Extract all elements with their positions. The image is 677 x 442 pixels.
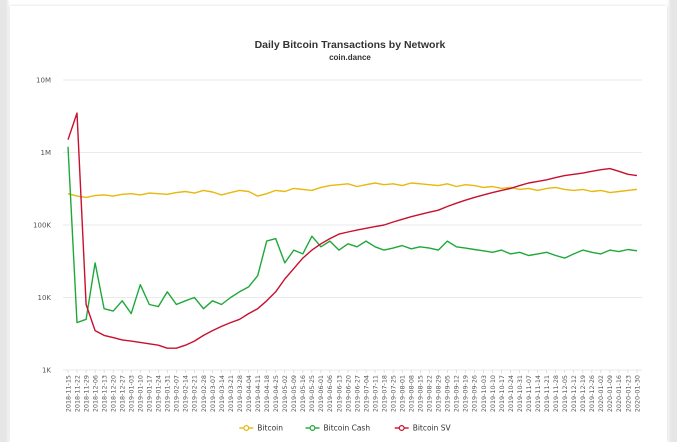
x-tick-label: 2019-03-14 <box>218 375 226 412</box>
x-tick-label: 2019-03-07 <box>209 375 217 412</box>
x-tick-label: 2019-05-25 <box>308 375 316 412</box>
y-tick-label: 10K <box>38 294 52 302</box>
x-tick-label: 2019-06-06 <box>326 375 334 412</box>
x-tick-label: 2019-11-14 <box>534 375 542 412</box>
series-layer <box>67 112 638 349</box>
x-tick-label: 2019-10-17 <box>498 375 506 412</box>
x-tick-label: 2018-11-29 <box>82 375 90 412</box>
x-tick-label: 2019-05-02 <box>281 375 289 412</box>
x-tick-label: 2019-09-05 <box>444 375 452 412</box>
x-tick-label: 2019-02-07 <box>173 375 181 412</box>
x-tick-label: 2018-11-15 <box>64 375 72 412</box>
x-tick-label: 2019-12-05 <box>561 375 569 412</box>
x-tick-label: 2020-01-02 <box>597 375 605 412</box>
x-tick-label: 2019-03-21 <box>227 375 235 412</box>
x-tick-label: 2019-12-26 <box>588 375 596 412</box>
x-tick-label: 2019-08-01 <box>398 375 406 412</box>
chart-title: Daily Bitcoin Transactions by Network <box>255 39 446 51</box>
x-tick-label: 2019-04-11 <box>254 375 262 412</box>
x-tick-label: 2019-12-12 <box>570 375 578 412</box>
x-tick-label: 2019-01-31 <box>164 375 172 412</box>
legend-label-bitcoin[interactable]: Bitcoin <box>257 424 283 433</box>
legend-marker-bitcoin-cash <box>309 425 316 432</box>
x-tick-label: 2019-09-12 <box>453 375 461 412</box>
x-tick-label: 2019-07-18 <box>380 375 388 412</box>
x-tick-label: 2018-11-22 <box>73 375 81 412</box>
x-tick-label: 2019-03-28 <box>236 375 244 412</box>
y-tick-labels: 1K 10K 100K 1M 10M <box>33 77 51 375</box>
y-gridlines <box>63 79 642 371</box>
x-tick-label: 2019-02-21 <box>191 375 199 412</box>
x-tick-label: 2019-06-13 <box>335 375 343 412</box>
legend: Bitcoin Bitcoin Cash Bitcoin SV <box>239 424 452 433</box>
x-tick-label: 2019-09-26 <box>471 375 479 412</box>
legend-label-bitcoin-sv[interactable]: Bitcoin SV <box>413 424 452 433</box>
y-tick-label: 1M <box>41 149 52 157</box>
x-tick-label: 2018-12-13 <box>100 375 108 412</box>
chart: Daily Bitcoin Transactions by Network co… <box>33 39 642 433</box>
x-tick-label: 2019-08-15 <box>417 375 425 412</box>
x-tick-label: 2019-02-14 <box>182 375 190 412</box>
x-tick-label: 2019-05-16 <box>299 375 307 412</box>
x-tick-label: 2020-01-16 <box>615 375 623 412</box>
x-tick-label: 2019-07-11 <box>371 375 379 412</box>
x-tick-label: 2019-07-25 <box>389 375 397 412</box>
x-tick-label: 2019-10-24 <box>507 375 515 412</box>
x-tick-label: 2019-06-20 <box>344 375 352 412</box>
x-tick-label: 2019-04-18 <box>263 375 271 412</box>
y-tick-label: 10M <box>36 77 51 85</box>
x-tick-label: 2020-01-23 <box>624 375 632 412</box>
legend-marker-bitcoin-sv <box>398 425 405 432</box>
x-tick-label: 2019-01-24 <box>155 375 163 412</box>
x-tick-label: 2019-10-03 <box>480 375 488 412</box>
x-tick-label: 2019-10-31 <box>516 375 524 412</box>
x-tick-label: 2019-09-19 <box>462 375 470 412</box>
x-tick-label: 2019-10-10 <box>489 375 497 412</box>
x-tick-label: 2019-08-08 <box>408 375 416 412</box>
series-line-bitcoin-sv <box>67 112 638 349</box>
x-tick-label: 2019-12-19 <box>579 375 587 412</box>
x-tick-label: 2019-06-01 <box>317 375 325 412</box>
y-tick-label: 1K <box>42 367 51 375</box>
legend-label-bitcoin-cash[interactable]: Bitcoin Cash <box>324 424 371 433</box>
series-line-bitcoin <box>67 182 638 199</box>
x-tick-label: 2019-11-21 <box>543 375 551 412</box>
x-tick-label: 2019-11-07 <box>525 375 533 412</box>
x-tick-label: 2019-08-29 <box>435 375 443 412</box>
chart-subtitle: coin.dance <box>329 53 371 62</box>
x-tick-label: 2018-12-20 <box>109 375 117 412</box>
x-tick-label: 2020-01-09 <box>606 375 614 412</box>
legend-marker-bitcoin <box>243 425 250 432</box>
x-tick-label: 2019-01-10 <box>137 375 145 412</box>
x-tick-label: 2019-07-04 <box>362 375 370 412</box>
x-tick-label: 2019-08-22 <box>426 375 434 412</box>
x-tick-label: 2020-01-30 <box>633 375 641 412</box>
x-tick-label: 2019-11-28 <box>552 375 560 412</box>
x-tick-label: 2019-04-25 <box>272 375 280 412</box>
chart-card: Daily Bitcoin Transactions by Network co… <box>10 6 667 442</box>
x-tick-label: 2019-06-27 <box>353 375 361 412</box>
x-tick-label: 2019-05-09 <box>290 375 298 412</box>
x-tick-label: 2019-01-03 <box>128 375 136 412</box>
x-tick-label: 2019-04-04 <box>245 375 253 412</box>
x-tick-label: 2018-12-27 <box>118 375 126 412</box>
x-tick-label: 2019-02-28 <box>200 375 208 412</box>
y-tick-label: 100K <box>33 222 51 230</box>
series-line-bitcoin-cash <box>67 146 638 324</box>
x-tick-label: 2019-01-17 <box>146 375 154 412</box>
x-tick-labels: 2018-11-15 2018-11-22 2018-11-29 2018-12-06… <box>64 370 641 412</box>
x-tick-label: 2018-12-06 <box>91 375 99 412</box>
